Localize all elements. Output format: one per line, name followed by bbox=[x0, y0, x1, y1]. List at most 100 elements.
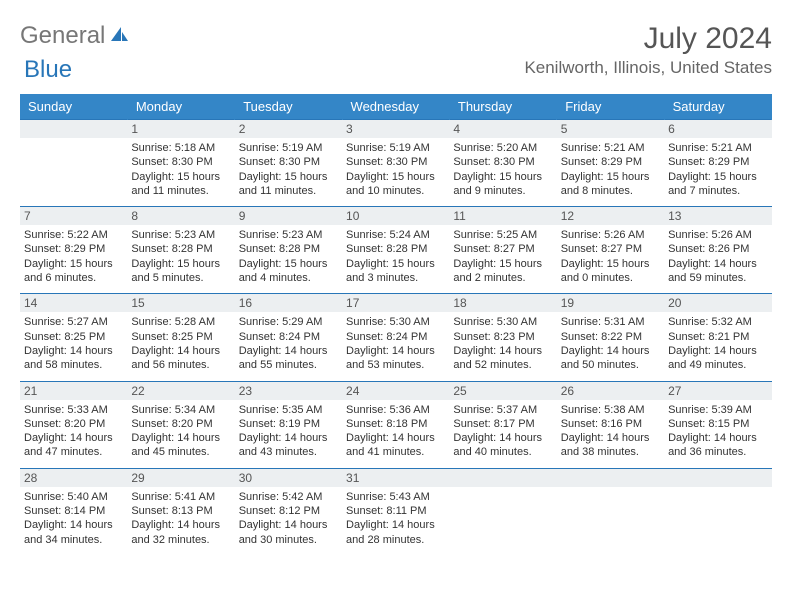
daylight-text: Daylight: 15 hours bbox=[346, 170, 445, 184]
day-number-cell: 17 bbox=[342, 294, 449, 313]
calendar-body: 123456Sunrise: 5:18 AMSunset: 8:30 PMDay… bbox=[20, 120, 772, 555]
sunset-text: Sunset: 8:28 PM bbox=[131, 242, 230, 256]
title-block: July 2024 Kenilworth, Illinois, United S… bbox=[524, 22, 772, 78]
sunset-text: Sunset: 8:22 PM bbox=[561, 330, 660, 344]
day-number-cell: 26 bbox=[557, 381, 664, 400]
daylight-text: and 52 minutes. bbox=[453, 358, 552, 372]
sunset-text: Sunset: 8:30 PM bbox=[453, 155, 552, 169]
daylight-text: and 59 minutes. bbox=[668, 271, 767, 285]
daylight-text: and 41 minutes. bbox=[346, 445, 445, 459]
daylight-text: Daylight: 14 hours bbox=[131, 344, 230, 358]
daylight-text: Daylight: 14 hours bbox=[668, 431, 767, 445]
sunrise-text: Sunrise: 5:33 AM bbox=[24, 403, 123, 417]
sunrise-text: Sunrise: 5:38 AM bbox=[561, 403, 660, 417]
day-details-cell bbox=[664, 487, 771, 555]
daylight-text: Daylight: 14 hours bbox=[561, 431, 660, 445]
day-details-cell: Sunrise: 5:20 AMSunset: 8:30 PMDaylight:… bbox=[449, 138, 556, 207]
weekday-header: Sunday bbox=[20, 94, 127, 120]
weekday-header: Tuesday bbox=[235, 94, 342, 120]
sunset-text: Sunset: 8:29 PM bbox=[24, 242, 123, 256]
sunset-text: Sunset: 8:28 PM bbox=[239, 242, 338, 256]
daylight-text: and 34 minutes. bbox=[24, 533, 123, 547]
day-number-cell: 12 bbox=[557, 207, 664, 226]
day-number-row: 14151617181920 bbox=[20, 294, 772, 313]
daylight-text: Daylight: 14 hours bbox=[24, 518, 123, 532]
sunrise-text: Sunrise: 5:22 AM bbox=[24, 228, 123, 242]
daylight-text: and 49 minutes. bbox=[668, 358, 767, 372]
sunrise-text: Sunrise: 5:21 AM bbox=[561, 141, 660, 155]
sunset-text: Sunset: 8:20 PM bbox=[24, 417, 123, 431]
day-number-cell: 4 bbox=[449, 120, 556, 139]
sunrise-text: Sunrise: 5:30 AM bbox=[346, 315, 445, 329]
sunset-text: Sunset: 8:24 PM bbox=[346, 330, 445, 344]
logo-text-2: Blue bbox=[24, 56, 72, 83]
sunrise-text: Sunrise: 5:32 AM bbox=[668, 315, 767, 329]
sunset-text: Sunset: 8:27 PM bbox=[453, 242, 552, 256]
sunrise-text: Sunrise: 5:20 AM bbox=[453, 141, 552, 155]
day-details-cell: Sunrise: 5:38 AMSunset: 8:16 PMDaylight:… bbox=[557, 400, 664, 469]
daylight-text: Daylight: 14 hours bbox=[24, 344, 123, 358]
weekday-header-row: Sunday Monday Tuesday Wednesday Thursday… bbox=[20, 94, 772, 120]
sunset-text: Sunset: 8:13 PM bbox=[131, 504, 230, 518]
sunset-text: Sunset: 8:20 PM bbox=[131, 417, 230, 431]
daylight-text: and 38 minutes. bbox=[561, 445, 660, 459]
day-details-cell bbox=[557, 487, 664, 555]
sunrise-text: Sunrise: 5:26 AM bbox=[561, 228, 660, 242]
day-number-cell: 11 bbox=[449, 207, 556, 226]
daylight-text: and 9 minutes. bbox=[453, 184, 552, 198]
day-number-cell: 9 bbox=[235, 207, 342, 226]
daylight-text: and 0 minutes. bbox=[561, 271, 660, 285]
sunset-text: Sunset: 8:25 PM bbox=[24, 330, 123, 344]
day-number-cell: 3 bbox=[342, 120, 449, 139]
day-number-row: 21222324252627 bbox=[20, 381, 772, 400]
day-number-cell bbox=[664, 468, 771, 487]
sunrise-text: Sunrise: 5:43 AM bbox=[346, 490, 445, 504]
day-number-cell: 13 bbox=[664, 207, 771, 226]
day-number-cell: 10 bbox=[342, 207, 449, 226]
day-details-cell: Sunrise: 5:31 AMSunset: 8:22 PMDaylight:… bbox=[557, 312, 664, 381]
daylight-text: Daylight: 14 hours bbox=[453, 431, 552, 445]
sunrise-text: Sunrise: 5:42 AM bbox=[239, 490, 338, 504]
daylight-text: and 28 minutes. bbox=[346, 533, 445, 547]
day-number-cell: 14 bbox=[20, 294, 127, 313]
day-details-row: Sunrise: 5:40 AMSunset: 8:14 PMDaylight:… bbox=[20, 487, 772, 555]
daylight-text: and 3 minutes. bbox=[346, 271, 445, 285]
day-number-cell: 20 bbox=[664, 294, 771, 313]
day-number-cell: 8 bbox=[127, 207, 234, 226]
sunrise-text: Sunrise: 5:41 AM bbox=[131, 490, 230, 504]
daylight-text: Daylight: 14 hours bbox=[239, 431, 338, 445]
day-details-cell: Sunrise: 5:22 AMSunset: 8:29 PMDaylight:… bbox=[20, 225, 127, 294]
daylight-text: Daylight: 14 hours bbox=[239, 518, 338, 532]
daylight-text: Daylight: 14 hours bbox=[561, 344, 660, 358]
day-number-cell: 29 bbox=[127, 468, 234, 487]
day-number-cell: 18 bbox=[449, 294, 556, 313]
day-details-row: Sunrise: 5:27 AMSunset: 8:25 PMDaylight:… bbox=[20, 312, 772, 381]
sunrise-text: Sunrise: 5:34 AM bbox=[131, 403, 230, 417]
daylight-text: Daylight: 15 hours bbox=[453, 257, 552, 271]
daylight-text: Daylight: 14 hours bbox=[131, 431, 230, 445]
sunrise-text: Sunrise: 5:19 AM bbox=[346, 141, 445, 155]
day-number-cell: 7 bbox=[20, 207, 127, 226]
daylight-text: and 10 minutes. bbox=[346, 184, 445, 198]
day-details-cell: Sunrise: 5:24 AMSunset: 8:28 PMDaylight:… bbox=[342, 225, 449, 294]
daylight-text: Daylight: 14 hours bbox=[131, 518, 230, 532]
sunset-text: Sunset: 8:19 PM bbox=[239, 417, 338, 431]
daylight-text: and 53 minutes. bbox=[346, 358, 445, 372]
sunset-text: Sunset: 8:30 PM bbox=[131, 155, 230, 169]
daylight-text: Daylight: 15 hours bbox=[239, 170, 338, 184]
day-number-cell: 22 bbox=[127, 381, 234, 400]
daylight-text: Daylight: 15 hours bbox=[668, 170, 767, 184]
sunset-text: Sunset: 8:15 PM bbox=[668, 417, 767, 431]
daylight-text: Daylight: 14 hours bbox=[668, 344, 767, 358]
day-number-row: 28293031 bbox=[20, 468, 772, 487]
sunset-text: Sunset: 8:24 PM bbox=[239, 330, 338, 344]
daylight-text: Daylight: 15 hours bbox=[453, 170, 552, 184]
sunset-text: Sunset: 8:25 PM bbox=[131, 330, 230, 344]
day-details-cell: Sunrise: 5:42 AMSunset: 8:12 PMDaylight:… bbox=[235, 487, 342, 555]
sunset-text: Sunset: 8:29 PM bbox=[561, 155, 660, 169]
sunset-text: Sunset: 8:27 PM bbox=[561, 242, 660, 256]
day-details-cell bbox=[20, 138, 127, 207]
daylight-text: Daylight: 14 hours bbox=[453, 344, 552, 358]
day-number-cell: 2 bbox=[235, 120, 342, 139]
sunrise-text: Sunrise: 5:21 AM bbox=[668, 141, 767, 155]
